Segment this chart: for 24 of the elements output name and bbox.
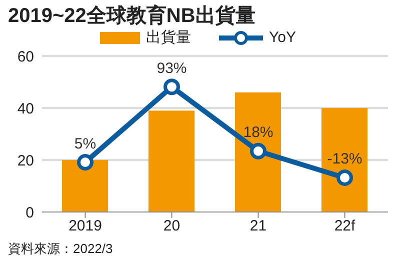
bar <box>148 110 194 212</box>
data-label: 5% <box>74 135 96 152</box>
data-label: -13% <box>327 150 362 168</box>
source-note: 資料來源：2022/3 <box>8 240 114 258</box>
y-tick-label: 0 <box>26 204 34 222</box>
y-tick-label: 40 <box>17 100 34 118</box>
point <box>77 154 94 171</box>
y-tick-label: 20 <box>17 152 34 170</box>
bar <box>322 108 368 212</box>
bar <box>235 92 281 212</box>
data-label: 18% <box>243 124 274 142</box>
x-tick-label: 2019 <box>68 218 102 235</box>
x-tick-label: 21 <box>250 218 267 235</box>
x-tick-label: 20 <box>163 218 180 235</box>
x-tick-label: 22f <box>334 218 356 235</box>
chart-title: 2019~22全球教育NB出貨量 <box>8 4 256 28</box>
y-tick-label: 60 <box>17 48 34 66</box>
point <box>336 169 353 186</box>
point <box>250 142 266 160</box>
legend-label: YoY <box>268 28 296 47</box>
data-label: 93% <box>156 60 187 77</box>
bar <box>62 160 108 212</box>
point <box>164 78 180 96</box>
legend-label: 出貨量 <box>145 28 191 47</box>
